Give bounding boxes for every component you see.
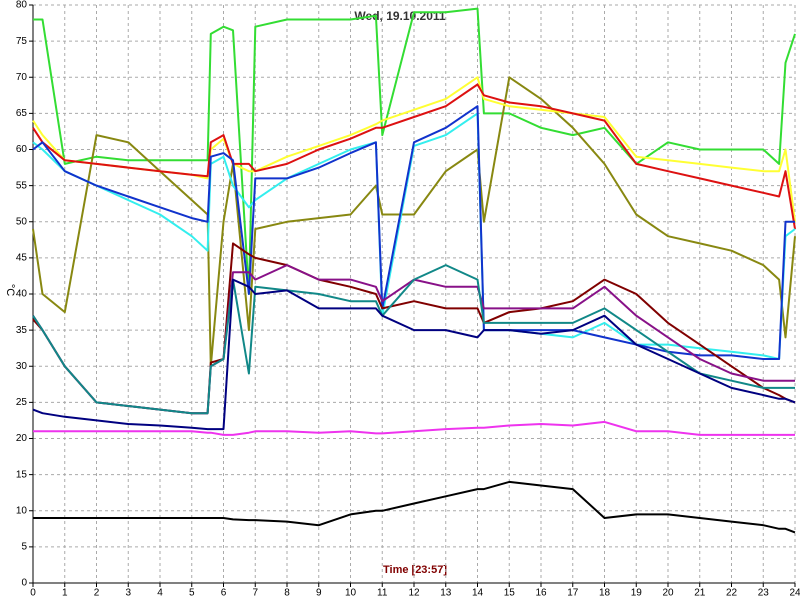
x-tick-label: 18 — [599, 588, 611, 599]
x-tick-label: 12 — [408, 588, 420, 599]
y-tick-label: 5 — [21, 542, 27, 553]
x-tick-label: 24 — [789, 588, 800, 599]
series-line — [32, 105, 795, 360]
x-tick-label: 3 — [125, 588, 131, 599]
y-tick-label: 65 — [16, 108, 28, 119]
y-tick-label: 0 — [21, 578, 27, 589]
y-axis-label: °C — [4, 284, 16, 296]
y-tick-label: 75 — [16, 36, 28, 47]
series-line — [33, 7, 796, 295]
series-line — [33, 420, 795, 436]
x-tick-label: 15 — [504, 588, 516, 599]
y-tick-label: 60 — [16, 144, 28, 155]
x-axis-label: Time [23:57] — [383, 564, 447, 576]
y-tick-label: 20 — [16, 433, 28, 444]
y-tick-label: 70 — [16, 72, 28, 83]
x-tick-label: 0 — [30, 588, 36, 599]
x-tick-label: 22 — [726, 588, 738, 599]
series-line — [33, 480, 796, 534]
y-tick-label: 45 — [16, 253, 28, 264]
x-tick-label: 21 — [694, 588, 706, 599]
x-tick-label: 5 — [189, 588, 195, 599]
y-tick-label: 30 — [16, 361, 28, 372]
y-tick-label: 50 — [16, 216, 28, 227]
series-line — [32, 278, 796, 431]
x-tick-label: 7 — [252, 588, 258, 599]
x-tick-label: 14 — [472, 588, 484, 599]
x-tick-label: 16 — [535, 588, 547, 599]
y-tick-label: 25 — [16, 397, 28, 408]
x-tick-label: 20 — [662, 588, 674, 599]
x-tick-label: 10 — [345, 588, 357, 599]
y-tick-label: 35 — [16, 325, 28, 336]
x-tick-label: 4 — [157, 588, 163, 599]
x-tick-label: 1 — [62, 588, 68, 599]
x-tick-label: 8 — [284, 588, 290, 599]
x-tick-label: 23 — [758, 588, 770, 599]
y-tick-label: 10 — [16, 505, 28, 516]
y-tick-label: 55 — [16, 180, 28, 191]
x-tick-label: 6 — [221, 588, 227, 599]
series-line — [32, 264, 795, 415]
x-tick-label: 2 — [94, 588, 100, 599]
x-tick-label: 13 — [440, 588, 452, 599]
y-tick-label: 40 — [16, 289, 28, 300]
x-tick-label: 17 — [567, 588, 579, 599]
series-line — [32, 83, 796, 230]
x-tick-label: 19 — [631, 588, 643, 599]
x-tick-label: 9 — [316, 588, 322, 599]
x-tick-label: 11 — [377, 588, 388, 599]
y-tick-label: 15 — [16, 469, 28, 480]
y-tick-label: 80 — [16, 0, 28, 11]
